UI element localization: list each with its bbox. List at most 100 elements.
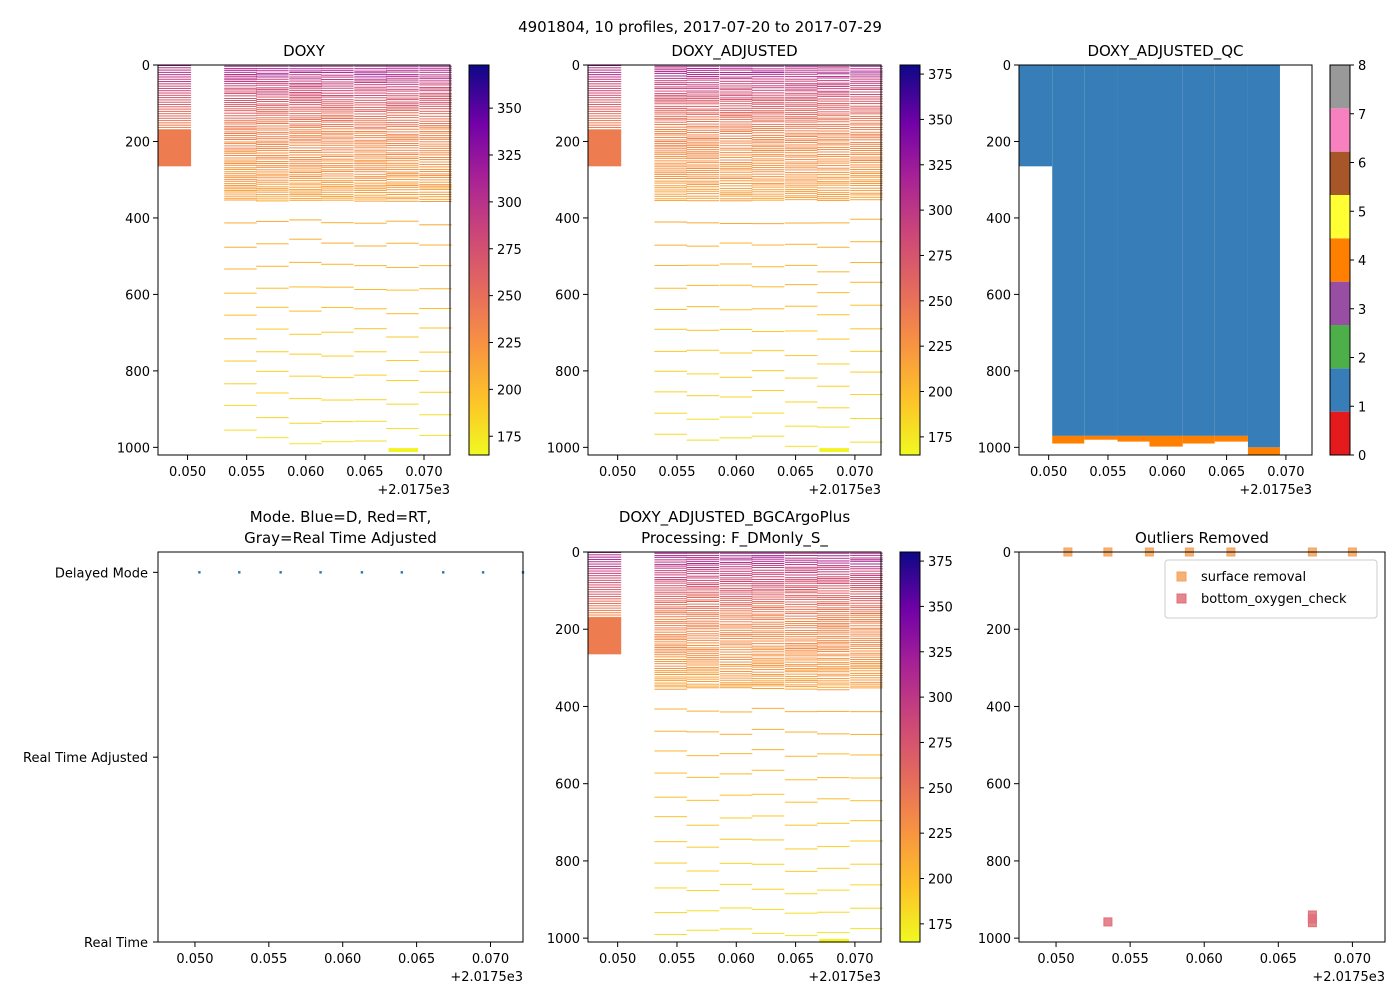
data-strip [654, 887, 688, 889]
data-strip [719, 69, 753, 71]
data-strip [321, 286, 354, 288]
data-strip [686, 622, 720, 624]
panel-bgc_plus: 175200225250275300325350375DOXY_ADJUSTED… [547, 508, 953, 985]
data-strip [588, 117, 622, 119]
data-strip [321, 181, 354, 183]
data-strip [850, 754, 883, 756]
data-strip [686, 637, 720, 639]
data-strip [686, 610, 720, 612]
data-strip [654, 177, 688, 179]
data-strip [850, 350, 883, 352]
data-strip [419, 181, 452, 183]
data-strip [386, 86, 419, 88]
data-strip [719, 193, 753, 195]
data-strip [654, 750, 688, 752]
data-strip [256, 351, 289, 353]
data-strip [224, 314, 257, 316]
data-strip [654, 86, 688, 88]
data-strip [686, 200, 720, 202]
data-strip [751, 128, 785, 130]
data-strip [419, 391, 452, 393]
data-strip [850, 598, 883, 600]
data-strip [784, 76, 818, 78]
data-strip [289, 238, 322, 240]
data-strip [256, 392, 289, 394]
data-strip [751, 149, 785, 151]
data-strip [321, 118, 354, 120]
data-strip [256, 99, 289, 101]
data-strip [784, 555, 818, 557]
x-tick-label: 0.070 [405, 465, 442, 480]
data-strip [850, 600, 883, 602]
data-strip [354, 177, 387, 179]
data-strip [686, 620, 720, 622]
data-strip [321, 103, 354, 105]
data-strip [850, 674, 883, 676]
data-strip [588, 558, 622, 560]
data-strip [784, 755, 818, 757]
data-strip [784, 83, 818, 85]
data-strip [816, 130, 850, 132]
data-strip [850, 559, 883, 561]
colorbar-tick-label: 6 [1358, 157, 1366, 172]
data-strip [816, 125, 850, 127]
data-strip [719, 284, 753, 286]
data-strip [686, 575, 720, 577]
data-strip [354, 74, 387, 76]
data-strip [784, 566, 818, 568]
data-strip [419, 86, 452, 88]
data-strip [256, 146, 289, 148]
data-strip [784, 661, 818, 663]
data-strip [816, 932, 850, 934]
data-strip [816, 117, 850, 119]
data-strip [654, 668, 688, 670]
data-strip [654, 130, 688, 132]
data-strip [654, 582, 688, 584]
data-strip [224, 383, 257, 385]
data-strip [784, 601, 818, 603]
data-strip [289, 140, 322, 142]
data-strip [784, 615, 818, 617]
data-strip [354, 90, 387, 92]
data-strip [719, 123, 753, 125]
data-strip [354, 115, 387, 117]
data-strip [256, 265, 289, 267]
mode-point [279, 571, 282, 574]
data-strip [816, 557, 850, 559]
data-strip [850, 117, 883, 119]
data-strip [686, 600, 720, 602]
data-strip [751, 555, 785, 557]
mode-point [238, 571, 241, 574]
data-strip [850, 143, 883, 145]
data-strip [386, 65, 419, 67]
data-strip [686, 131, 720, 133]
data-strip [224, 79, 257, 81]
y-tick-label: 400 [125, 212, 150, 227]
data-strip [654, 625, 688, 627]
data-strip [686, 162, 720, 164]
data-strip [686, 929, 720, 931]
data-strip [256, 243, 289, 245]
data-strip [850, 183, 883, 185]
data-strip [654, 673, 688, 675]
data-strip [654, 157, 688, 159]
data-strip [719, 107, 753, 109]
data-strip [386, 81, 419, 83]
data-strip [751, 678, 785, 680]
data-strip [816, 622, 850, 624]
data-strip [719, 190, 753, 192]
data-strip [289, 176, 322, 178]
data-strip [419, 154, 452, 156]
data-strip [850, 577, 883, 579]
data-strip [751, 390, 785, 392]
y-tick-label: 200 [555, 623, 580, 638]
data-strip [321, 399, 354, 401]
data-strip [686, 660, 720, 662]
data-strip [654, 173, 688, 175]
data-strip [654, 604, 688, 606]
data-strip [354, 189, 387, 191]
data-strip [719, 640, 753, 642]
data-strip [784, 65, 818, 67]
data-strip [751, 169, 785, 171]
data-strip [850, 96, 883, 98]
